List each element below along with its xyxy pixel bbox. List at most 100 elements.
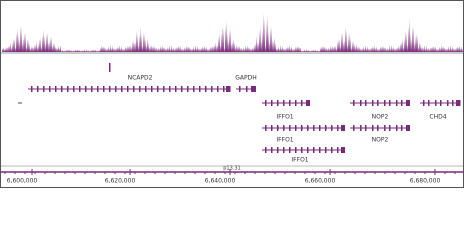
exon <box>384 125 386 131</box>
exon <box>169 86 171 92</box>
exon <box>49 86 51 92</box>
exon <box>389 100 391 106</box>
exon <box>61 86 63 92</box>
exon <box>325 147 327 153</box>
exon <box>283 125 285 131</box>
exon <box>301 100 303 106</box>
exon <box>226 86 230 92</box>
exon <box>271 147 273 153</box>
exon <box>406 100 410 106</box>
ruler: 6,600,000 6,620,000 6,640,000 6,660,000 6,68… <box>4 169 456 185</box>
ruler-tick-label: 6,620,000 <box>105 178 136 185</box>
exon <box>55 86 57 92</box>
exon <box>447 100 449 106</box>
gene-track: NCAPD2 GAPDH IFFO1 NOP2 CHD4 IFFO1 NOP2 IFFO1 <box>18 63 461 164</box>
exon <box>37 86 39 92</box>
gene-label: NOP2 <box>372 137 389 144</box>
gene-label: GAPDH <box>235 75 257 82</box>
exon <box>67 86 69 92</box>
exon <box>217 86 219 92</box>
exon <box>331 147 333 153</box>
exon <box>337 125 339 131</box>
cytoband-label: p13.31 <box>223 166 241 172</box>
exon <box>265 125 267 131</box>
exon <box>307 147 309 153</box>
exon <box>341 147 345 153</box>
exon <box>127 86 129 92</box>
exon <box>265 100 267 106</box>
exon <box>139 86 141 92</box>
exon <box>199 86 201 92</box>
exon <box>157 86 159 92</box>
exon <box>73 86 75 92</box>
gene-label: NCAPD2 <box>128 75 153 82</box>
exon <box>43 86 45 92</box>
exon <box>377 125 379 131</box>
gene-label: IFFO1 <box>276 137 293 144</box>
exon <box>163 86 165 92</box>
exon <box>121 86 123 92</box>
exon <box>109 63 111 72</box>
exon <box>283 100 285 106</box>
exon <box>319 125 321 131</box>
exon <box>423 100 425 106</box>
exon <box>223 86 225 92</box>
exon <box>372 125 374 131</box>
exon <box>456 100 460 106</box>
coverage-signal <box>2 12 463 52</box>
exon <box>252 86 256 92</box>
exon <box>187 86 189 92</box>
exon <box>277 100 279 106</box>
exon <box>301 125 303 131</box>
exon <box>211 86 213 92</box>
exon <box>246 86 248 92</box>
exon <box>295 147 297 153</box>
exon <box>401 125 403 131</box>
exon <box>133 86 135 92</box>
exon <box>271 100 273 106</box>
exon <box>283 147 285 153</box>
exon <box>151 86 153 92</box>
exon <box>360 100 362 106</box>
exon <box>428 100 430 106</box>
exon <box>205 86 207 92</box>
exon <box>319 147 321 153</box>
exon <box>181 86 183 92</box>
exon <box>79 86 81 92</box>
ruler-tick-label: 6,640,000 <box>205 178 236 185</box>
exon <box>271 125 273 131</box>
exon <box>313 147 315 153</box>
exon <box>331 125 333 131</box>
frame <box>0 0 464 188</box>
exon <box>353 100 355 106</box>
exon <box>265 147 267 153</box>
gene-label: IFFO1 <box>291 157 308 164</box>
exon <box>289 147 291 153</box>
exon <box>435 100 437 106</box>
exon <box>365 100 367 106</box>
ruler-tick-label: 6,660,000 <box>305 178 336 185</box>
exon <box>91 86 93 92</box>
exon <box>31 86 33 92</box>
exon <box>306 100 310 106</box>
exon <box>452 100 454 106</box>
exon <box>337 147 339 153</box>
ruler-tick-label: 6,600,000 <box>7 178 38 185</box>
exon <box>372 100 374 106</box>
exon <box>325 125 327 131</box>
coverage-track <box>2 12 463 52</box>
genome-browser: NCAPD2 GAPDH IFFO1 NOP2 CHD4 IFFO1 NOP2 IFFO1 p… <box>0 0 464 188</box>
exon <box>175 86 177 92</box>
exon <box>389 125 391 131</box>
exon <box>97 86 99 92</box>
exon <box>85 86 87 92</box>
exon <box>360 125 362 131</box>
exon <box>289 125 291 131</box>
exon <box>401 100 403 106</box>
exon <box>313 125 315 131</box>
exon <box>396 125 398 131</box>
exon <box>295 100 297 106</box>
exon <box>406 125 410 131</box>
exon <box>440 100 442 106</box>
exon <box>289 100 291 106</box>
